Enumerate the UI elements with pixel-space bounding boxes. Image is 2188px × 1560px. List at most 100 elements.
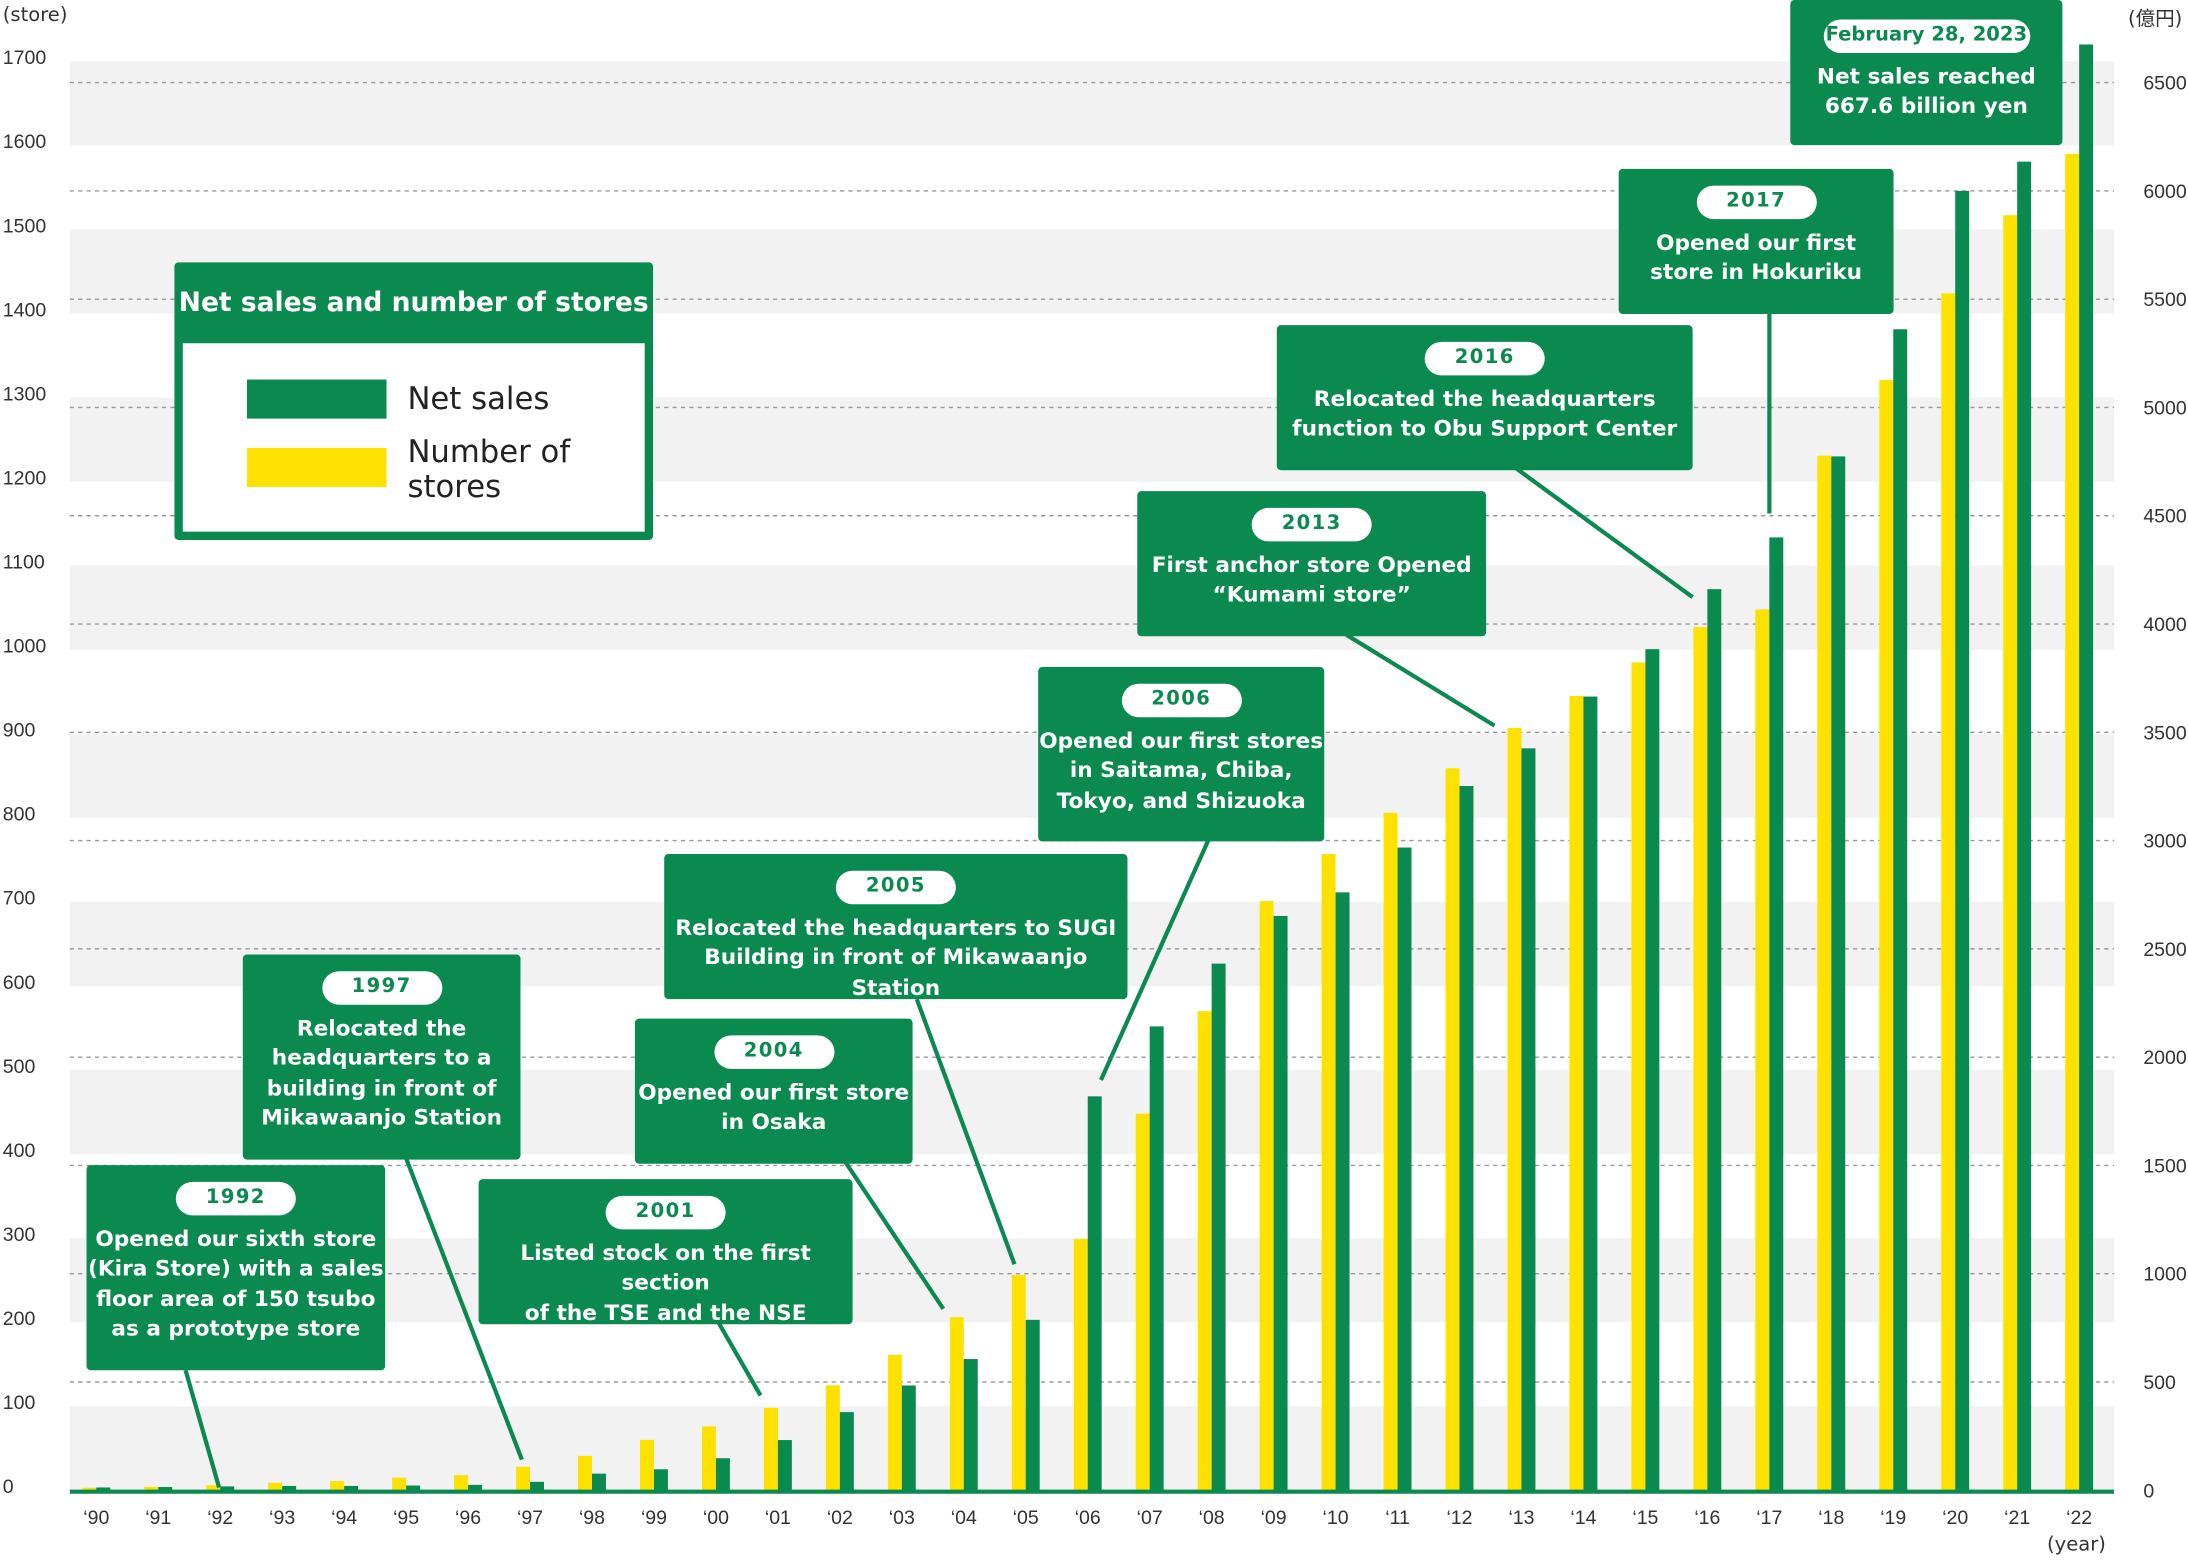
x-tick-label: ‘92	[207, 1507, 233, 1529]
legend-swatch-net-sales	[246, 379, 387, 419]
bar-net-sales-13	[1521, 748, 1536, 1491]
bar-stores-96	[454, 1475, 469, 1491]
callout-pointer-line	[1099, 839, 1211, 1081]
bar-stores-92	[206, 1485, 221, 1491]
bar-stores-09	[1259, 901, 1274, 1491]
callout-text: Relocated the headquarters to SUGI Build…	[675, 914, 1117, 1000]
x-tick-label: ‘91	[145, 1507, 171, 1529]
bar-net-sales-10	[1335, 892, 1350, 1491]
bar-net-sales-96	[468, 1484, 483, 1491]
bar-net-sales-00	[715, 1458, 730, 1491]
right-tick-label: 2000	[2143, 1047, 2187, 1069]
bar-stores-94	[330, 1481, 345, 1491]
x-tick-label: ‘16	[1694, 1507, 1720, 1529]
callout-year-badge: 2013	[1251, 507, 1372, 541]
background-band	[69, 565, 2115, 650]
x-tick-label: ‘98	[579, 1507, 605, 1529]
callout-text: Relocated the headquarters to a building…	[261, 1015, 503, 1131]
bar-stores-97	[516, 1466, 531, 1491]
callout-year-badge: 2017	[1696, 185, 1817, 219]
right-tick-label: 5000	[2143, 397, 2187, 419]
callout-pointer-line	[1345, 633, 1496, 728]
bar-net-sales-20	[1955, 190, 1970, 1491]
x-tick-label: ‘96	[455, 1507, 481, 1529]
x-tick-label: ‘11	[1385, 1507, 1410, 1529]
x-tick-label: ‘04	[951, 1507, 977, 1529]
right-axis-unit: (億円)	[2127, 8, 2183, 31]
callout-2016: 2016 Relocated the headquarters function …	[1276, 325, 1693, 471]
bar-stores-98	[578, 1455, 592, 1491]
x-tick-label: ‘94	[331, 1507, 357, 1529]
callout-year-badge: 2001	[605, 1195, 726, 1229]
left-tick-label: 1100	[3, 552, 45, 574]
x-tick-label: ‘00	[703, 1507, 729, 1529]
bar-net-sales-14	[1583, 696, 1598, 1491]
x-tick-label: ‘15	[1632, 1507, 1658, 1529]
bar-stores-12	[1445, 768, 1460, 1491]
callout-text: Net sales reached 667.6 billion yen	[1816, 63, 2036, 119]
x-tick-label: ‘06	[1075, 1507, 1101, 1529]
callout-year-badge: 1997	[321, 971, 442, 1004]
callout-2006: 2006 Opened our first stores in Saitama, …	[1038, 667, 1325, 842]
legend: Net sales and number of stores Net sales…	[174, 262, 654, 541]
right-tick-label: 4000	[2143, 614, 2187, 636]
left-tick-label: 300	[3, 1224, 36, 1246]
bar-stores-17	[1755, 609, 1770, 1491]
x-tick-label: ‘02	[827, 1507, 853, 1529]
x-tick-label: ‘08	[1199, 1507, 1225, 1529]
left-tick-label: 1000	[3, 636, 47, 658]
left-tick-label: 900	[3, 720, 36, 742]
x-tick-label: ‘07	[1137, 1507, 1163, 1529]
bar-net-sales-91	[158, 1487, 173, 1491]
left-tick-label: 600	[3, 972, 36, 994]
bar-net-sales-17	[1769, 537, 1784, 1491]
callout-2004: 2004 Opened our first store in Osaka	[634, 1018, 913, 1164]
legend-label-net-sales: Net sales	[407, 382, 550, 418]
bar-net-sales-94	[344, 1485, 359, 1491]
left-tick-label: 700	[3, 888, 36, 910]
bar-stores-19	[1879, 379, 1894, 1491]
x-tick-label: ‘01	[765, 1507, 791, 1529]
bar-stores-18	[1817, 455, 1832, 1491]
right-tick-label: 1000	[2143, 1264, 2187, 1286]
left-tick-label: 0	[3, 1476, 14, 1498]
bar-stores-14	[1569, 695, 1584, 1491]
bar-stores-91	[144, 1486, 159, 1491]
legend-swatch-stores	[246, 447, 387, 487]
bar-net-sales-99	[653, 1469, 668, 1491]
callout-year-badge: 2016	[1424, 341, 1545, 375]
right-tick-label: 0	[2143, 1480, 2154, 1502]
callout-pointer-line	[1515, 467, 1694, 599]
right-tick-label: 3500	[2143, 722, 2187, 744]
left-tick-label: 1300	[3, 383, 47, 405]
left-tick-label: 1400	[3, 299, 47, 321]
x-tick-label: ‘22	[2066, 1507, 2092, 1529]
bar-net-sales-09	[1273, 915, 1288, 1491]
bar-stores-13	[1507, 727, 1522, 1491]
callout-year-badge: 2004	[713, 1035, 834, 1069]
callout-year-badge: 1992	[175, 1181, 296, 1215]
bar-stores-00	[701, 1426, 716, 1491]
callout-year-badge: February 28, 2023	[1823, 19, 2030, 53]
bar-stores-11	[1383, 812, 1398, 1491]
bar-net-sales-02	[839, 1412, 854, 1491]
bar-stores-01	[763, 1407, 778, 1491]
bar-net-sales-97	[530, 1481, 544, 1491]
callout-1997: 1997 Relocated the headquarters to a buil…	[242, 954, 521, 1160]
callout-2005: 2005 Relocated the headquarters to SUGI B…	[664, 853, 1128, 1000]
bar-stores-99	[640, 1439, 654, 1491]
bar-stores-20	[1941, 293, 1956, 1491]
callout-text: Opened our sixth store (Kira Store) with…	[88, 1225, 384, 1341]
x-tick-label: ‘97	[517, 1507, 543, 1529]
bar-net-sales-22	[2079, 44, 2094, 1491]
bar-net-sales-19	[1893, 329, 1908, 1491]
right-tick-label: 6000	[2143, 181, 2187, 203]
bar-stores-16	[1693, 627, 1708, 1491]
callout-1992: 1992 Opened our sixth store (Kira Store) …	[86, 1165, 386, 1371]
bar-stores-95	[392, 1477, 407, 1491]
bar-stores-04	[949, 1317, 964, 1491]
x-tick-label: ‘18	[1818, 1507, 1844, 1529]
x-tick-label: ‘95	[393, 1507, 419, 1529]
x-tick-label: ‘99	[641, 1507, 667, 1529]
bar-net-sales-07	[1149, 1026, 1164, 1491]
